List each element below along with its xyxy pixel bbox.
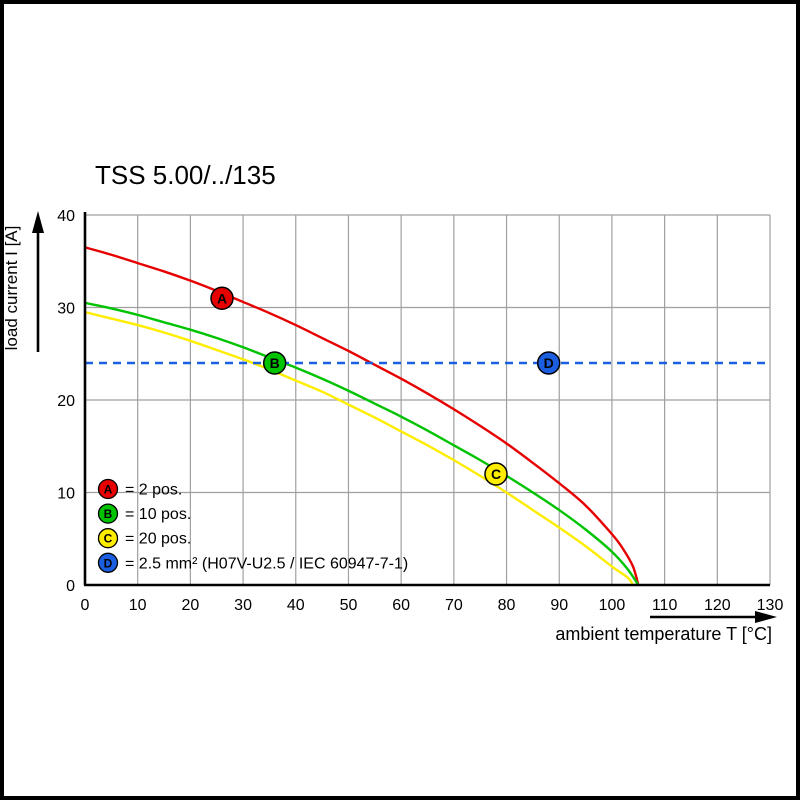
legend-letter-A: A (104, 483, 113, 497)
legend-swatch-D (97, 552, 119, 573)
marker-letter-D: D (544, 355, 554, 371)
y-axis-label: load current I [A] (2, 226, 21, 351)
y-tick-label: 10 (57, 486, 75, 503)
curve-B (84, 301, 640, 586)
x-axis-arrow-head (755, 611, 777, 623)
legend-label-C: = 20 pos. (125, 531, 191, 548)
x-tick-label: 10 (129, 597, 147, 614)
x-tick-label: 50 (340, 597, 358, 614)
y-tick-label: 20 (57, 393, 75, 410)
curve-markers: A B C D (210, 286, 561, 486)
x-tick-label: 20 (181, 597, 199, 614)
marker-A (210, 286, 234, 310)
x-tick-label: 100 (599, 597, 626, 614)
grid (85, 214, 771, 585)
marker-B (262, 351, 287, 375)
legend-letter-C: C (104, 532, 113, 546)
x-tick-label: 80 (498, 597, 516, 614)
legend-label-A: = 2 pos. (125, 482, 182, 499)
x-tick-label: 60 (392, 597, 410, 614)
x-tick-label: 120 (704, 597, 731, 614)
axes (83, 212, 770, 587)
x-tick-label: 90 (550, 597, 568, 614)
y-tick-label: 30 (57, 301, 75, 318)
legend-label-D: = 2.5 mm² (H07V-U2.5 / IEC 60947-7-1) (125, 555, 408, 572)
legend-label-B: = 10 pos. (125, 506, 191, 523)
x-tick-label: 0 (81, 597, 90, 614)
marker-D (536, 351, 561, 375)
y-axis-arrow-head (32, 211, 44, 233)
curves (84, 246, 770, 586)
curve-C (84, 310, 635, 586)
y-tick-label: 0 (66, 578, 75, 595)
y-tick-label: 40 (57, 208, 75, 225)
x-tick-label: 130 (757, 597, 784, 614)
legend-letter-D: D (104, 556, 113, 570)
legend: A = 2 pos. B = 10 pos. C = 20 pos. D = 2.5 mm² … (97, 478, 408, 573)
chart-title: TSS 5.00/../135 (95, 160, 276, 190)
axis-arrows (32, 211, 777, 623)
legend-swatch-A (97, 478, 119, 500)
x-tick-label: 30 (234, 597, 252, 614)
curve-A (84, 246, 640, 586)
legend-swatch-C (97, 528, 119, 549)
marker-letter-C: C (491, 466, 501, 482)
marker-letter-A: A (217, 290, 227, 306)
x-tick-label: 40 (287, 597, 305, 614)
x-axis-label: ambient temperature T [°C] (555, 624, 772, 644)
x-tick-label: 70 (445, 597, 463, 614)
marker-C (484, 462, 508, 486)
tick-labels: 0 10 20 30 40 50 60 70 80 90 100 110 120 130 0 10 20 30 40 (57, 208, 783, 614)
marker-letter-B: B (270, 355, 280, 371)
x-tick-label: 110 (652, 597, 678, 614)
legend-swatch-B (97, 503, 119, 524)
legend-letter-B: B (104, 507, 113, 521)
